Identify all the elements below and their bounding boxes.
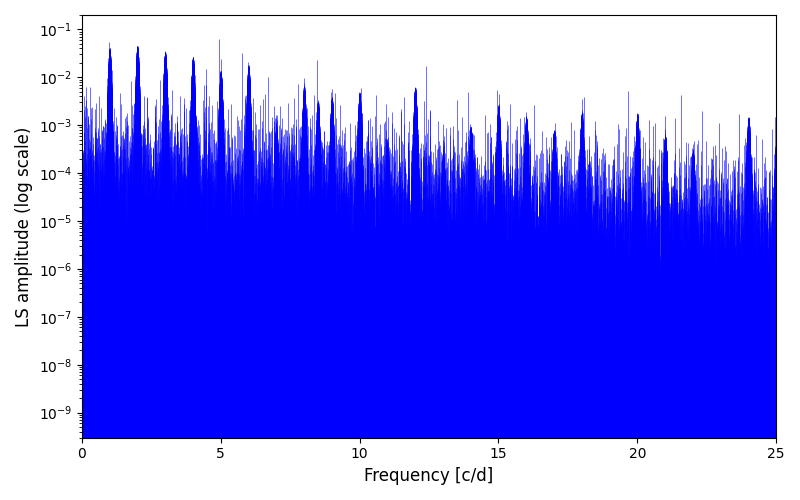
Y-axis label: LS amplitude (log scale): LS amplitude (log scale) xyxy=(15,126,33,326)
X-axis label: Frequency [c/d]: Frequency [c/d] xyxy=(364,467,494,485)
